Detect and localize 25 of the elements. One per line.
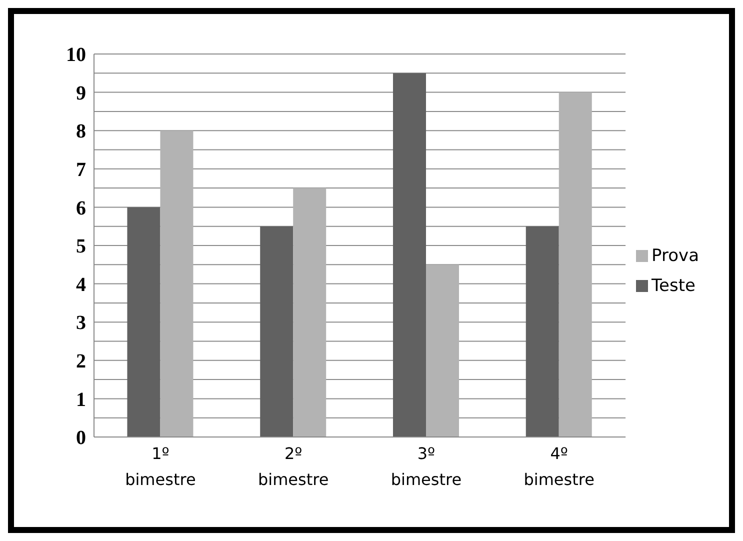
bar	[392, 73, 426, 437]
bar	[160, 130, 194, 437]
y-tick-label: 1	[76, 388, 86, 411]
x-tick-label: 3º bimestre	[390, 444, 462, 489]
bar	[260, 226, 294, 437]
y-tick-label: 3	[76, 312, 86, 334]
y-tick-label: 0	[76, 427, 86, 450]
bar	[127, 207, 160, 437]
x-tick-label: 2º bimestre	[258, 444, 329, 489]
x-tick-label: 4º bimestre	[524, 444, 594, 489]
y-tick-label: 9	[76, 82, 86, 104]
y-tick-label: 6	[76, 197, 86, 220]
legend-label: Prova	[652, 246, 699, 266]
x-tick-label: 1º bimestre	[125, 444, 196, 489]
bar	[293, 188, 326, 437]
y-tick-label: 2	[76, 350, 86, 372]
y-tick-label: 5	[76, 236, 86, 258]
bar	[526, 226, 559, 437]
legend-label: Teste	[652, 276, 696, 296]
bar	[558, 92, 592, 437]
y-tick-label: 10	[66, 44, 86, 66]
bar	[426, 264, 459, 437]
y-tick-label: 7	[76, 159, 86, 181]
y-tick-label: 8	[76, 120, 86, 143]
y-tick-label: 4	[76, 274, 86, 296]
